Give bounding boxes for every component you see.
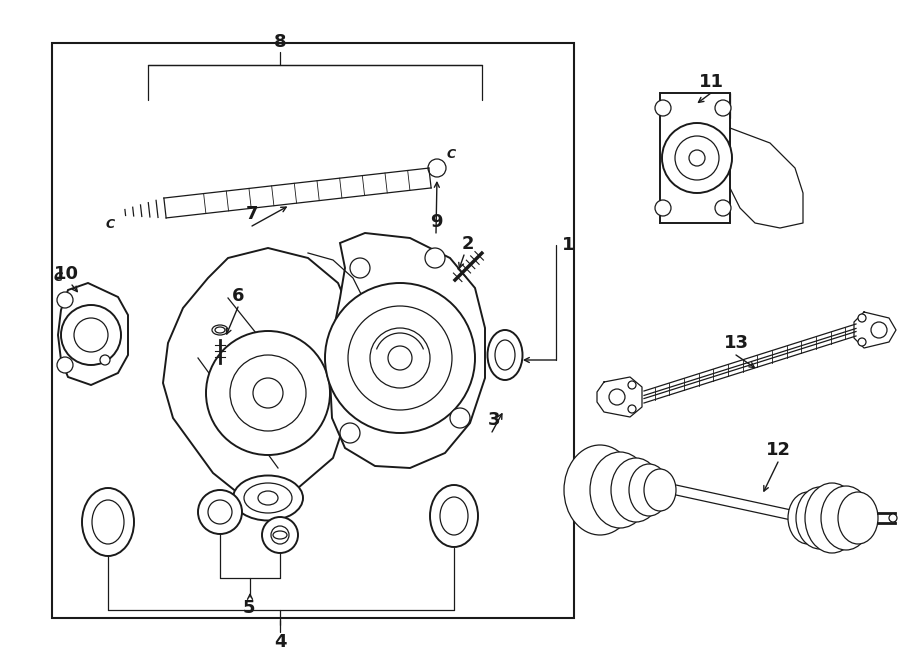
Ellipse shape xyxy=(430,485,478,547)
Ellipse shape xyxy=(258,491,278,505)
Text: C: C xyxy=(446,148,455,160)
Ellipse shape xyxy=(821,486,871,550)
Circle shape xyxy=(858,314,866,322)
Ellipse shape xyxy=(495,340,515,370)
Ellipse shape xyxy=(82,488,134,556)
Ellipse shape xyxy=(215,327,225,333)
Ellipse shape xyxy=(488,330,523,380)
Circle shape xyxy=(871,322,887,338)
Circle shape xyxy=(262,517,298,553)
Circle shape xyxy=(370,328,430,388)
Circle shape xyxy=(655,100,671,116)
Polygon shape xyxy=(58,283,128,385)
Circle shape xyxy=(198,490,242,534)
Text: 4: 4 xyxy=(274,633,286,651)
Circle shape xyxy=(271,526,289,544)
Circle shape xyxy=(450,408,470,428)
Ellipse shape xyxy=(796,487,844,549)
Ellipse shape xyxy=(611,458,661,522)
Circle shape xyxy=(689,150,705,166)
Circle shape xyxy=(350,258,370,278)
Ellipse shape xyxy=(273,531,287,539)
Circle shape xyxy=(609,389,625,405)
Text: C: C xyxy=(105,218,115,231)
Circle shape xyxy=(655,200,671,216)
Circle shape xyxy=(74,318,108,352)
Text: 7: 7 xyxy=(246,205,258,223)
Ellipse shape xyxy=(590,452,650,528)
Ellipse shape xyxy=(92,500,124,544)
Text: 3: 3 xyxy=(488,411,500,429)
Circle shape xyxy=(348,306,452,410)
Circle shape xyxy=(325,283,475,433)
Circle shape xyxy=(208,500,232,524)
Ellipse shape xyxy=(244,483,292,513)
Circle shape xyxy=(206,331,330,455)
Text: 5: 5 xyxy=(243,599,256,617)
Text: 6: 6 xyxy=(232,287,244,305)
Polygon shape xyxy=(660,93,730,223)
Circle shape xyxy=(628,405,636,413)
Circle shape xyxy=(230,355,306,431)
Polygon shape xyxy=(330,233,485,468)
Text: 13: 13 xyxy=(724,334,749,352)
Circle shape xyxy=(858,338,866,346)
Text: 11: 11 xyxy=(698,73,724,91)
Circle shape xyxy=(715,100,731,116)
Ellipse shape xyxy=(644,469,676,511)
Circle shape xyxy=(425,248,445,268)
Ellipse shape xyxy=(788,492,828,544)
Text: 9: 9 xyxy=(430,213,442,231)
Ellipse shape xyxy=(838,492,878,544)
Circle shape xyxy=(889,514,897,522)
Circle shape xyxy=(61,305,121,365)
Circle shape xyxy=(253,378,283,408)
Circle shape xyxy=(428,159,446,177)
Circle shape xyxy=(57,357,73,373)
Ellipse shape xyxy=(564,445,636,535)
Ellipse shape xyxy=(212,325,228,335)
Text: 10: 10 xyxy=(53,265,78,283)
Text: 2: 2 xyxy=(462,235,474,253)
Circle shape xyxy=(715,200,731,216)
Text: 8: 8 xyxy=(274,33,286,51)
Circle shape xyxy=(662,123,732,193)
Bar xyxy=(52,43,574,618)
Circle shape xyxy=(340,423,360,443)
Circle shape xyxy=(57,292,73,308)
Text: C: C xyxy=(53,271,63,283)
Circle shape xyxy=(388,346,412,370)
Circle shape xyxy=(100,355,110,365)
Polygon shape xyxy=(163,248,356,498)
Circle shape xyxy=(628,381,636,389)
Ellipse shape xyxy=(233,475,303,520)
Ellipse shape xyxy=(629,464,669,516)
Ellipse shape xyxy=(440,497,468,535)
Text: 1: 1 xyxy=(562,236,574,254)
Ellipse shape xyxy=(805,483,859,553)
Text: 12: 12 xyxy=(766,441,790,459)
Circle shape xyxy=(675,136,719,180)
